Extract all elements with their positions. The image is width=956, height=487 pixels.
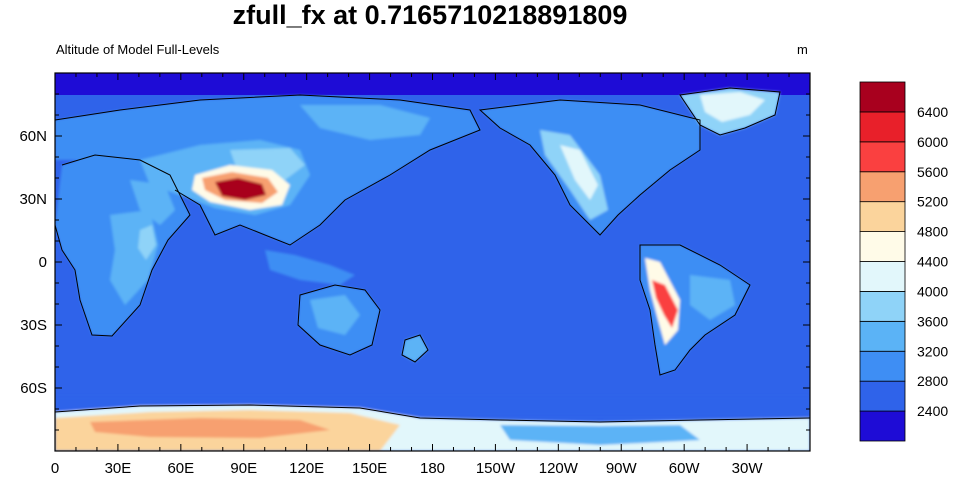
australia-highlands [310,295,360,335]
siberia-highlands [300,105,430,140]
colorbar-box [859,141,906,173]
y-tick-label: 60N [19,128,47,145]
colorbar-box [859,261,906,292]
africa-coast [55,154,191,337]
x-tick-label: 30W [732,460,764,477]
colorbar-box [859,201,906,232]
chart-title: zfull_fx at 0.7165710218891809 [232,0,628,30]
y-tick-label: 60S [20,380,47,397]
colorbar-level-label: 4400 [917,254,948,270]
x-tick-label: 120W [539,460,579,477]
new-zealand [402,335,428,362]
y-tick-label: 0 [39,254,47,271]
colorbar-level-label: 2800 [917,373,948,389]
variable-units: m [797,42,808,57]
y-tick-label: 30S [20,317,47,334]
colorbar-box [859,111,906,143]
x-tick-label: 0 [51,460,59,477]
colorbar-box [859,320,906,352]
colorbar-box [859,350,906,382]
colorbar-box [859,171,906,203]
antarctica-dome [90,418,330,438]
variable-long-name: Altitude of Model Full-Levels [56,42,220,57]
colorbar-box [859,291,906,322]
colorbar-level-label: 2400 [917,403,948,419]
greenland-coast [679,87,781,136]
brazil-highlands [690,275,735,320]
maritime-continent [265,250,355,285]
greenland-ice-sheet [700,92,765,122]
tibet-core [215,178,266,200]
x-tick-label: 150W [476,460,516,477]
south-america-coast [639,244,751,376]
colorbar-level-label: 5600 [917,164,948,180]
eurasia-coast [55,94,481,246]
colorbar-level-label: 5200 [917,194,948,210]
australia-coast [297,284,381,356]
x-tick-label: 180 [420,460,445,477]
colorbar-box [859,231,906,262]
colorbar-box [859,410,906,442]
colorbar-level-label: 3200 [917,343,948,359]
arabia-region [130,180,175,225]
north-america-coast [478,99,701,236]
colorbar [859,81,906,442]
antarctica-coastline [55,404,810,423]
x-tick-label: 60W [669,460,701,477]
x-tick-label: 90W [606,460,638,477]
new-zealand-coast [401,334,429,363]
west-antarctica [500,425,700,445]
x-tick-label: 30E [105,460,132,477]
colorbar-level-label: 4000 [917,283,948,299]
x-tick-label: 60E [167,460,194,477]
colorbar-box [859,81,906,113]
x-tick-label: 120E [289,460,324,477]
map-field [55,73,810,451]
x-tick-label: 90E [230,460,257,477]
y-axis-ticks [55,72,810,452]
colorbar-level-label: 3600 [917,313,948,329]
x-axis-labels: 0 30E 60E 90E 120E 150E 180 150W 120W 90W 60W 30W [51,460,764,477]
x-axis-ticks [54,73,811,451]
colorbar-box [859,380,906,412]
andes-core [652,280,678,328]
colorbar-labels: 2400 2800 3200 3600 4000 4400 4800 5200 5600 6000… [917,104,948,419]
x-tick-label: 150E [352,460,387,477]
colorbar-level-label: 6400 [917,104,948,120]
colorbar-level-label: 4800 [917,224,948,240]
y-axis-labels: 60N 30N 0 30S 60S [19,128,47,397]
east-african-highlands [138,225,156,260]
colorbar-level-label: 6000 [917,134,948,150]
y-tick-label: 30N [19,191,47,208]
rockies-crest [560,145,598,200]
coastlines [55,87,810,423]
